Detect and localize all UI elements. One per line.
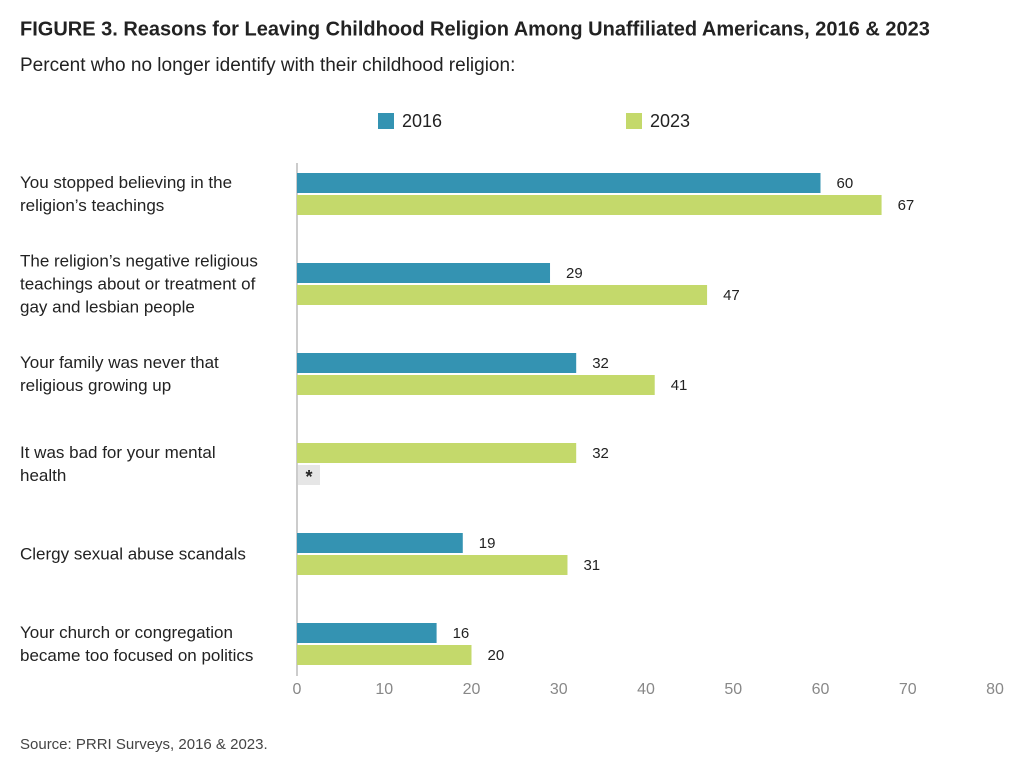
value-label: 32 <box>592 355 609 372</box>
chart-title: FIGURE 3. Reasons for Leaving Childhood … <box>20 18 930 40</box>
category-label: Your church or congregation became too f… <box>20 623 254 665</box>
value-label: 16 <box>453 625 470 642</box>
chart-subtitle: Percent who no longer identify with thei… <box>20 55 515 76</box>
value-label: 47 <box>723 287 740 304</box>
bar <box>297 195 882 215</box>
x-tick-label: 30 <box>550 681 568 698</box>
category-label: It was bad for your mental health <box>20 443 216 485</box>
bar <box>297 353 577 373</box>
x-tick-label: 20 <box>463 681 481 698</box>
category-label: Clergy sexual abuse scandals <box>20 544 246 564</box>
no-data-label: * <box>305 467 312 487</box>
bar <box>297 285 708 305</box>
no-data-box <box>298 465 320 485</box>
bar <box>297 173 821 193</box>
bar <box>297 263 551 283</box>
x-tick-label: 80 <box>986 681 1004 698</box>
value-label: 31 <box>583 557 600 574</box>
category-label: Your family was never that religious gro… <box>20 353 219 395</box>
category-label: You stopped believing in the religion’s … <box>20 173 233 215</box>
x-tick-label: 10 <box>375 681 393 698</box>
bar <box>297 645 472 665</box>
legend-label: 2023 <box>650 111 690 131</box>
x-tick-label: 60 <box>812 681 830 698</box>
value-label: 32 <box>592 445 609 462</box>
x-tick-label: 0 <box>293 681 302 698</box>
value-label: 19 <box>479 535 496 552</box>
value-label: 60 <box>837 175 854 192</box>
bar <box>297 555 568 575</box>
x-tick-label: 40 <box>637 681 655 698</box>
value-label: 67 <box>898 197 915 214</box>
bar <box>297 623 437 643</box>
value-label: 20 <box>488 647 505 664</box>
bar <box>297 533 463 553</box>
source: Source: PRRI Surveys, 2016 & 2023. <box>20 736 268 753</box>
x-tick-label: 50 <box>724 681 742 698</box>
legend-swatch <box>378 113 394 129</box>
bar <box>297 375 655 395</box>
x-tick-label: 70 <box>899 681 917 698</box>
value-label: 41 <box>671 377 688 394</box>
value-label: 29 <box>566 265 583 282</box>
legend-swatch <box>626 113 642 129</box>
legend-label: 2016 <box>402 111 442 131</box>
category-label: The religion’s negative religious teachi… <box>20 251 258 317</box>
bar <box>297 443 577 463</box>
